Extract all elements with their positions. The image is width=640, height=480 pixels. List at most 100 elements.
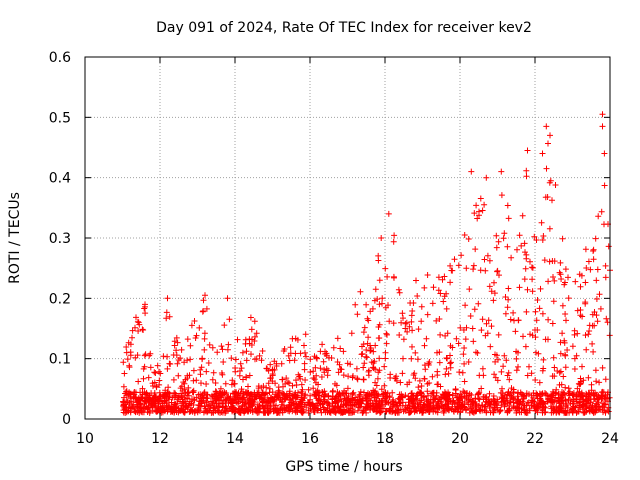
data-point (484, 252, 491, 259)
data-point (539, 406, 546, 413)
data-point (378, 386, 385, 393)
data-point (231, 396, 238, 403)
data-point (488, 288, 495, 295)
data-point (482, 267, 489, 274)
data-point (156, 368, 162, 375)
data-point (407, 409, 414, 416)
data-point (400, 355, 406, 362)
data-point (212, 380, 219, 386)
data-point (293, 401, 300, 408)
data-point (533, 390, 540, 397)
data-point (259, 348, 266, 354)
data-point (264, 406, 271, 412)
data-point (465, 236, 472, 242)
data-point (317, 365, 324, 372)
data-point (593, 277, 600, 284)
data-point (301, 366, 308, 373)
data-point (208, 398, 214, 405)
data-point (305, 386, 312, 393)
data-point (390, 273, 397, 280)
data-point (267, 361, 274, 368)
data-point (283, 375, 290, 382)
data-point (505, 388, 512, 395)
data-point (130, 401, 137, 408)
data-point (131, 389, 138, 395)
data-point (216, 400, 223, 407)
data-point (363, 301, 370, 308)
data-point (546, 225, 553, 232)
data-point (519, 212, 526, 219)
data-point (521, 240, 528, 247)
data-point (165, 384, 172, 391)
data-point (199, 356, 206, 363)
data-point (136, 397, 143, 404)
data-point (479, 207, 486, 214)
data-point (461, 378, 468, 385)
data-point (465, 359, 472, 365)
data-point (337, 396, 344, 403)
data-point (443, 305, 450, 312)
data-point (184, 396, 190, 402)
data-point (448, 406, 455, 413)
data-point (391, 232, 398, 239)
data-point (303, 353, 309, 360)
data-point (399, 370, 406, 377)
data-point (376, 277, 383, 284)
data-point (366, 367, 372, 374)
data-point (375, 335, 382, 342)
data-point (390, 320, 397, 327)
data-point (314, 406, 321, 413)
data-point (469, 398, 476, 405)
data-point (340, 348, 347, 355)
data-point (429, 373, 436, 380)
data-point (312, 364, 319, 371)
data-point (439, 276, 446, 283)
data-point (516, 409, 523, 416)
data-point (408, 312, 415, 319)
data-point (234, 392, 241, 399)
data-point (358, 351, 365, 358)
data-point (376, 301, 383, 308)
data-point (369, 391, 376, 398)
data-point (437, 331, 444, 338)
data-point (456, 402, 463, 409)
data-point (579, 313, 586, 320)
data-point (302, 331, 309, 338)
data-point (228, 381, 235, 388)
data-point (397, 379, 404, 386)
data-point (161, 393, 168, 399)
data-point (343, 390, 350, 397)
data-point (479, 316, 486, 323)
data-point (488, 323, 495, 330)
data-point (357, 400, 364, 407)
data-point (321, 388, 328, 395)
data-point (413, 277, 419, 284)
data-point (392, 407, 399, 414)
data-point (399, 393, 406, 400)
data-point (243, 374, 250, 381)
data-point (218, 343, 225, 350)
data-point (529, 276, 536, 283)
data-point (466, 286, 473, 293)
data-point (121, 370, 128, 377)
data-point (557, 368, 564, 375)
data-point (399, 310, 406, 317)
data-point (524, 400, 531, 406)
data-point (529, 288, 536, 295)
data-point (349, 391, 356, 398)
data-point (127, 341, 134, 348)
data-point (334, 403, 341, 410)
data-point (282, 380, 289, 387)
data-point (549, 258, 556, 264)
data-point (351, 401, 358, 408)
data-point (372, 403, 379, 410)
data-point (471, 210, 478, 217)
data-point (578, 392, 584, 399)
data-point (149, 380, 156, 387)
data-point (171, 394, 178, 401)
data-point (545, 140, 551, 147)
data-point (310, 368, 317, 375)
data-point (174, 360, 181, 367)
data-point (523, 251, 530, 258)
data-point (436, 359, 443, 366)
